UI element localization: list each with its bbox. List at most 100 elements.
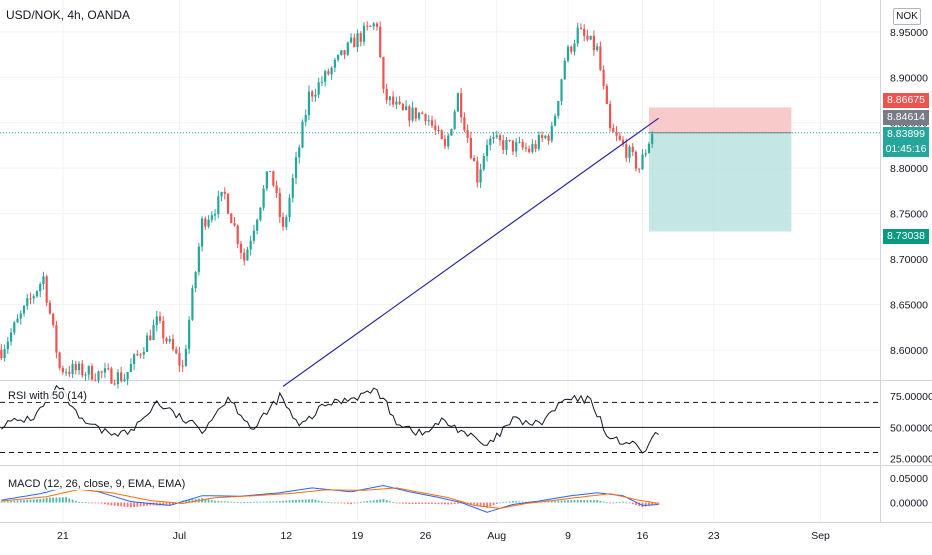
macd-histogram-bar — [469, 502, 472, 505]
candle-body — [524, 147, 528, 149]
macd-histogram-bar — [366, 501, 369, 503]
macd-histogram-bar — [473, 502, 475, 505]
macd-histogram-bar — [350, 502, 352, 505]
macd-histogram-bar — [550, 500, 553, 503]
macd-histogram-bar — [605, 502, 608, 504]
rsi-axis-tick: 50.00000 — [890, 422, 932, 434]
macd-histogram-bar — [285, 500, 288, 503]
macd-histogram-bar — [220, 501, 223, 503]
macd-histogram-bar — [29, 499, 32, 503]
candle-body — [259, 207, 262, 220]
candle-body — [573, 43, 576, 52]
macd-histogram-bar — [431, 502, 433, 504]
macd-histogram-bar — [405, 502, 407, 504]
time-axis-tick: 19 — [352, 530, 364, 542]
candle-body — [168, 339, 171, 342]
macd-histogram-bar — [123, 502, 126, 507]
candle-body — [592, 35, 596, 51]
macd-histogram-bar — [243, 502, 246, 504]
macd-histogram-bar — [256, 501, 259, 503]
macd-axis-tick: 0.00000 — [890, 498, 928, 510]
time-axis-tick: 16 — [637, 530, 649, 542]
candle-body — [631, 146, 634, 152]
macd-histogram-bar — [580, 500, 582, 503]
candle-body — [301, 121, 304, 148]
macd-histogram-bar — [628, 502, 631, 504]
macd-histogram-bar — [560, 500, 563, 503]
candle-body — [641, 154, 644, 170]
macd-histogram-bar — [457, 502, 459, 504]
macd-histogram-bar — [10, 500, 12, 503]
candle-body — [566, 46, 570, 61]
macd-histogram-bar — [385, 500, 388, 503]
candle-body — [447, 135, 450, 147]
macd-histogram-bar — [615, 502, 618, 504]
candle-body — [544, 135, 547, 138]
signal-line — [1, 487, 659, 509]
candle-body — [472, 157, 476, 162]
candle-body — [508, 139, 511, 141]
candle-body — [90, 366, 94, 380]
macd-histogram-bar — [210, 500, 213, 503]
macd-histogram-bar — [437, 502, 440, 505]
candle-body — [207, 219, 210, 227]
time-axis-tick: 12 — [280, 530, 292, 542]
candle-body — [408, 106, 411, 121]
candle-body — [405, 106, 408, 111]
candle-body — [0, 350, 3, 359]
candle-body — [165, 338, 168, 342]
macd-histogram-bar — [609, 502, 611, 504]
candle-body — [3, 349, 6, 359]
macd-histogram-bar — [253, 501, 255, 503]
macd-histogram-bar — [648, 502, 650, 506]
candle-body — [291, 177, 294, 198]
candle-body — [553, 116, 557, 126]
macd-histogram-bar — [602, 501, 605, 503]
macd-histogram-bar — [599, 500, 602, 503]
macd-histogram-bar — [495, 502, 498, 504]
candle-body — [534, 144, 537, 149]
macd-label[interactable]: MACD (12, 26, close, 9, EMA, EMA) — [6, 478, 188, 490]
candle-body — [547, 135, 550, 141]
macd-histogram-bar — [68, 498, 71, 503]
rsi-label[interactable]: RSI with 50 (14) — [6, 390, 89, 402]
candle-body — [424, 113, 427, 122]
candle-body — [511, 140, 515, 152]
currency-badge[interactable]: NOK — [893, 8, 921, 25]
macd-histogram-bar — [71, 499, 74, 503]
macd-histogram-bar — [625, 502, 628, 504]
candle-body — [550, 125, 553, 141]
candle-body — [327, 71, 330, 75]
candle-body — [9, 332, 13, 342]
candle-body — [233, 223, 236, 226]
candle-body — [13, 322, 16, 333]
candle-body — [204, 218, 207, 227]
candle-body — [346, 42, 349, 55]
candle-body — [29, 298, 32, 300]
macd-histogram-bar — [227, 501, 229, 503]
rsi-axis-tick: 25.00000 — [890, 454, 932, 466]
candle-body — [307, 91, 311, 116]
macd-histogram-bar — [133, 502, 136, 508]
macd-histogram-bar — [259, 501, 262, 503]
macd-histogram-bar — [586, 500, 589, 503]
candle-body — [333, 59, 336, 68]
macd-histogram-bar — [440, 502, 443, 505]
macd-histogram-bar — [512, 501, 514, 503]
candle-body — [175, 349, 178, 354]
macd-histogram-bar — [644, 502, 647, 507]
macd-histogram-bar — [32, 499, 35, 503]
macd-histogram-bar — [518, 501, 521, 503]
macd-histogram-bar — [217, 500, 220, 503]
candle-body — [596, 46, 599, 51]
macd-histogram-bar — [544, 501, 547, 503]
macd-histogram-bar — [395, 502, 398, 504]
candle-body — [515, 142, 518, 152]
macd-histogram-bar — [188, 499, 191, 503]
candle-body — [579, 27, 583, 29]
macd-histogram-bar — [81, 502, 84, 503]
macd-histogram-bar — [573, 500, 576, 503]
macd-histogram-bar — [593, 500, 595, 503]
